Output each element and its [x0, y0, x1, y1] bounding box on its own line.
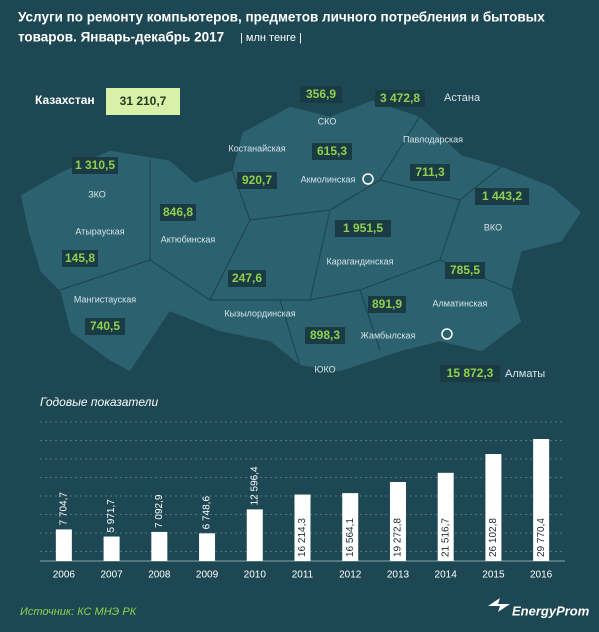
region-name: Павлодарская	[403, 134, 463, 144]
region-box	[72, 157, 118, 174]
region-value: 898,3	[310, 328, 340, 342]
region-box	[312, 143, 352, 160]
x-tick-label: 2016	[530, 570, 553, 581]
x-tick-label: 2013	[387, 570, 410, 581]
region-value: 711,3	[415, 165, 445, 179]
value-label: 29 770,4	[536, 518, 547, 557]
region-name: Карагандинская	[326, 256, 393, 266]
value-label: 16 214,3	[297, 518, 308, 557]
bar	[55, 529, 72, 561]
bar	[151, 531, 168, 561]
region-value: 846,8	[163, 205, 193, 219]
region-value: 1 443,2	[482, 189, 522, 203]
region-box	[62, 250, 98, 267]
source: Источник: КС МНЭ РК	[20, 606, 137, 618]
region-name: Актюбинская	[161, 234, 216, 244]
country-box	[106, 88, 180, 115]
x-tick-label: 2011	[292, 570, 314, 581]
region-value: 15 872,3	[447, 366, 494, 380]
region-box	[445, 262, 485, 279]
value-label: 21 516,7	[440, 518, 451, 557]
region-box	[475, 188, 529, 205]
region-name: Кызылординская	[224, 308, 295, 318]
region-box	[160, 204, 196, 221]
value-label: 12 596,4	[249, 466, 260, 505]
x-tick-label: 2009	[196, 570, 219, 581]
bar	[389, 482, 406, 561]
astana-marker	[362, 173, 374, 185]
bar	[533, 439, 550, 561]
region-name: Жамбылская	[361, 330, 416, 340]
value-label: 5 971,7	[106, 499, 117, 533]
x-tick-label: 2007	[100, 570, 123, 581]
x-tick-label: 2015	[482, 570, 505, 581]
region-box	[368, 296, 406, 313]
region-value: 891,9	[372, 297, 402, 311]
value-label: 7 704,7	[59, 492, 70, 526]
bar	[294, 494, 311, 561]
value-label: 16 564,1	[345, 518, 356, 557]
value-label: 26 102,8	[488, 518, 499, 557]
title-line: товаров. Январь-декабрь 2017	[18, 30, 224, 45]
region-value: 920,7	[242, 173, 272, 187]
region-value: 3 472,8	[380, 91, 420, 105]
region-value: 145,8	[65, 251, 95, 265]
country-name: Казахстан	[35, 93, 95, 107]
region-box	[375, 90, 425, 107]
region-value: 1 310,5	[75, 158, 115, 172]
region-value: 785,5	[450, 263, 480, 277]
region-value: 1 951,5	[343, 221, 383, 235]
x-tick-label: 2008	[148, 570, 171, 581]
x-tick-label: 2010	[244, 570, 267, 581]
region-box	[305, 327, 345, 344]
region-box	[300, 86, 342, 103]
bar	[103, 536, 120, 561]
region-box	[335, 220, 391, 237]
x-tick-label: 2006	[53, 570, 76, 581]
x-tick-label: 2012	[339, 570, 362, 581]
region-box	[410, 164, 450, 181]
logo-icon	[488, 598, 510, 612]
region-box	[440, 365, 500, 382]
chart-title: Годовые показатели	[40, 395, 158, 409]
region-name: Алматинская	[433, 298, 488, 308]
region-name: Атырауская	[75, 226, 124, 236]
region-name: ЗКО	[88, 189, 106, 199]
bar	[199, 533, 216, 561]
region-box	[228, 270, 266, 287]
logo: EnergyProm	[512, 603, 590, 618]
bar	[342, 493, 359, 561]
x-tick-label: 2014	[435, 570, 458, 581]
value-label: 19 272,8	[393, 518, 404, 557]
region-name: ЮКО	[314, 364, 335, 374]
region-name: СКО	[318, 116, 337, 126]
region-name: ВКО	[484, 222, 502, 232]
almaty-marker	[441, 328, 453, 340]
region-name: Алматы	[505, 368, 545, 380]
region-value: 356,9	[306, 87, 336, 101]
value-label: 6 748,6	[202, 496, 213, 530]
bar	[437, 472, 454, 561]
region-value: 615,3	[317, 144, 347, 158]
unit: | млн тенге |	[240, 32, 302, 44]
region-name: Костанайская	[228, 143, 285, 153]
country-value: 31 210,7	[120, 94, 167, 108]
region-name: Акмолинская	[301, 174, 356, 184]
region-box	[85, 318, 125, 335]
region-name: Мангистауская	[74, 294, 136, 304]
bar	[485, 454, 502, 561]
bar	[246, 509, 263, 561]
region-value: 247,6	[232, 271, 262, 285]
region-value: 740,5	[90, 319, 120, 333]
region-name: Астана	[444, 92, 481, 104]
value-label: 7 092,9	[154, 494, 165, 528]
region-box	[237, 172, 277, 189]
title-line: Услуги по ремонту компьютеров, предметов…	[18, 10, 545, 25]
